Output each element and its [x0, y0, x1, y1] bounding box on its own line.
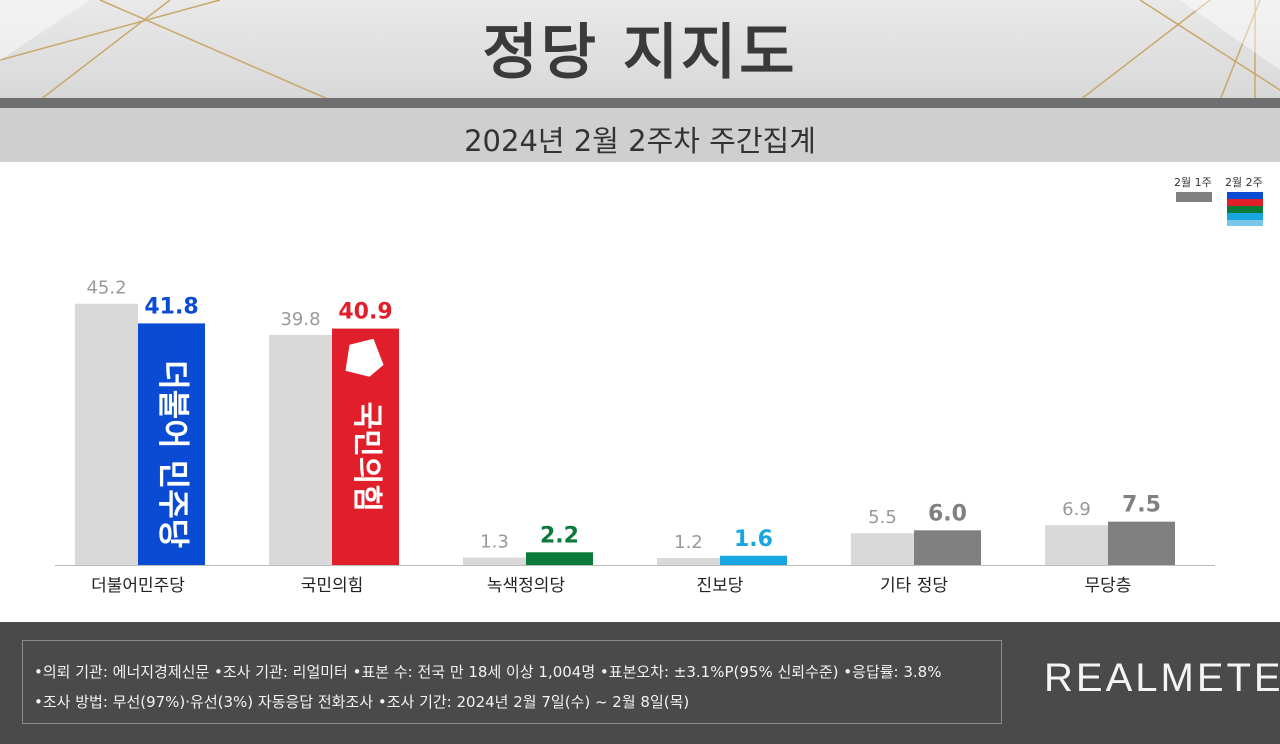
bar-curr — [914, 530, 981, 565]
category-label: 무당층 — [1085, 576, 1132, 596]
bar-curr — [720, 555, 787, 565]
data-label-prev: 39.8 — [280, 309, 320, 330]
realmeter-logo: REALMETER — [1044, 656, 1280, 700]
category-label: 국민의힘 — [301, 576, 364, 596]
data-label-curr: 2.2 — [540, 523, 579, 548]
subtitle: 2024년 2월 2주차 주간집계 — [464, 124, 816, 158]
bar-prev — [463, 557, 526, 565]
data-label-curr: 40.9 — [338, 300, 392, 325]
party-emblem-icon — [345, 338, 384, 377]
party-logo-text: 국민의힘 — [349, 402, 384, 512]
data-label-curr: 6.0 — [928, 501, 967, 526]
subtitle-bar — [0, 108, 1280, 162]
footer-line-2: •조사 방법: 무선(97%)·유선(3%) 자동응답 전화조사 •조사 기간:… — [34, 693, 690, 711]
decorative-lines — [0, 0, 1280, 100]
data-label-prev: 1.3 — [480, 531, 509, 552]
bar-curr — [526, 552, 593, 565]
header-divider — [0, 98, 1280, 108]
legend-prev-label: 2월 1주 — [1174, 176, 1212, 189]
bar-prev — [851, 533, 914, 565]
data-label-prev: 5.5 — [868, 507, 897, 528]
legend-curr-label: 2월 2주 — [1225, 176, 1263, 189]
data-label-curr: 7.5 — [1122, 493, 1161, 518]
header-banner: 정당 지지도 — [0, 0, 1280, 100]
bar-curr — [138, 323, 205, 565]
data-label-prev: 1.2 — [674, 532, 703, 553]
bar-prev — [269, 334, 332, 565]
bar-prev — [657, 558, 720, 565]
bar-prev — [75, 303, 138, 565]
category-label: 더불어민주당 — [91, 576, 185, 596]
footer-line-1: •의뢰 기관: 에너지경제신문 •조사 기관: 리얼미터 •표본 수: 전국 만… — [34, 663, 942, 681]
category-label: 기타 정당 — [880, 576, 948, 596]
page-title: 정당 지지도 — [482, 18, 798, 88]
category-label: 녹색정의당 — [487, 576, 566, 596]
data-label-prev: 6.9 — [1062, 499, 1091, 520]
data-label-curr: 1.6 — [734, 527, 773, 552]
legend-prev-swatch — [1176, 192, 1212, 202]
data-label-prev: 45.2 — [86, 278, 126, 299]
footer-info-box — [22, 640, 1002, 724]
bar-curr — [1108, 521, 1175, 565]
data-label-curr: 41.8 — [144, 294, 198, 319]
category-label: 진보당 — [697, 576, 744, 596]
legend-curr-swatch — [1227, 192, 1263, 226]
bar-prev — [1045, 525, 1108, 565]
party-logo-text: 더불어 민주당 — [155, 360, 193, 548]
